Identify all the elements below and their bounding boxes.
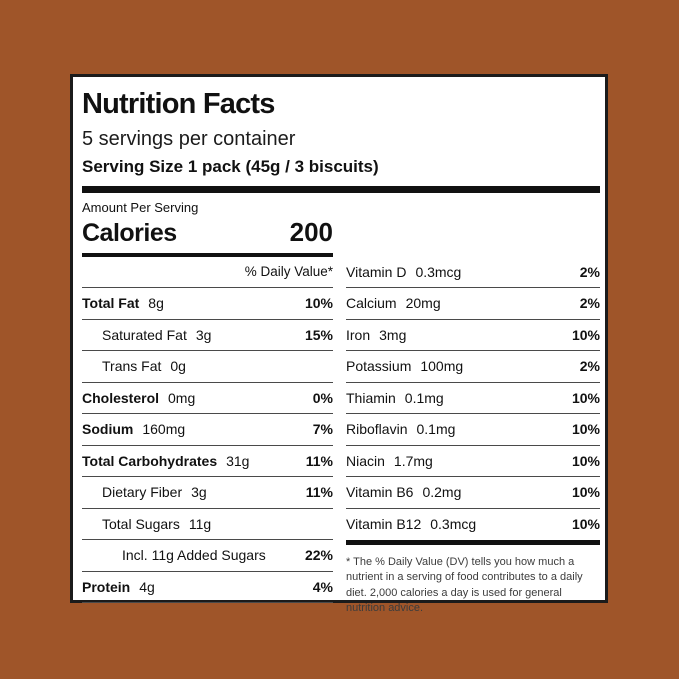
nutrient-percent: 10% bbox=[571, 389, 600, 406]
nutrient-name: Protein bbox=[82, 578, 131, 595]
nutrient-row-trans-fat: Trans Fat 0g bbox=[82, 351, 333, 383]
nutrient-percent: 11% bbox=[305, 452, 333, 469]
nutrient-row-total-fat: Total Fat 8g 10% bbox=[82, 288, 333, 320]
nutrient-percent: 0% bbox=[312, 389, 333, 406]
nutrient-amount: 31g bbox=[226, 452, 250, 469]
nutrient-name: Total Carbohydrates bbox=[82, 452, 218, 469]
nutrient-name: Saturated Fat bbox=[102, 326, 187, 343]
nutrient-amount: 160mg bbox=[142, 421, 186, 438]
nutrient-name: Potassium bbox=[346, 358, 412, 375]
nutrient-row-total-sugars: Total Sugars 11g bbox=[82, 509, 333, 541]
nutrient-name: Calcium bbox=[346, 295, 397, 312]
nutrient-amount: 0mg bbox=[168, 389, 196, 406]
amount-per-serving: Amount Per Serving bbox=[82, 199, 199, 215]
serving-size: Serving Size 1 pack (45g / 3 biscuits) bbox=[82, 156, 379, 176]
nutrients-column-left: % Daily Value* Total Fat 8g 10% Saturate… bbox=[82, 257, 333, 617]
nutrient-row-dietary-fiber: Dietary Fiber 3g 11% bbox=[82, 477, 333, 509]
nutrient-amount: 11g bbox=[188, 515, 212, 532]
nutrient-row-iron: Iron 3mg 10% bbox=[346, 320, 600, 352]
nutrient-name: Riboflavin bbox=[346, 421, 408, 438]
nutrient-percent: 2% bbox=[579, 263, 600, 280]
nutrient-name: Iron bbox=[346, 326, 371, 343]
nutrient-amount: 20mg bbox=[405, 295, 441, 312]
nutrient-percent: 10% bbox=[571, 326, 600, 343]
nutrient-row-niacin: Niacin 1.7mg 10% bbox=[346, 446, 600, 478]
nutrient-percent: 2% bbox=[579, 358, 600, 375]
nutrient-name: Sodium bbox=[82, 421, 134, 438]
nutrient-row-thiamin: Thiamin 0.1mg 10% bbox=[346, 383, 600, 415]
column-gap bbox=[333, 257, 346, 617]
nutrient-percent: 22% bbox=[304, 547, 333, 564]
nutrient-amount: 0.1mg bbox=[404, 389, 444, 406]
nutrient-name: Incl. 11g Added Sugars bbox=[122, 547, 266, 564]
calories-divider-bar bbox=[82, 252, 333, 257]
nutrients-columns: % Daily Value* Total Fat 8g 10% Saturate… bbox=[82, 257, 600, 617]
nutrient-row-protein: Protein 4g 4% bbox=[82, 572, 333, 604]
vitamins-divider-bar bbox=[346, 540, 600, 546]
nutrient-row-calcium: Calcium 20mg 2% bbox=[346, 288, 600, 320]
nutrient-percent: 10% bbox=[304, 295, 333, 312]
nutrient-percent: 15% bbox=[304, 326, 333, 343]
header-divider-bar bbox=[82, 185, 600, 193]
daily-value-footnote: * The % Daily Value (DV) tells you how m… bbox=[346, 556, 583, 615]
nutrient-name: Dietary Fiber bbox=[102, 484, 183, 501]
nutrient-name: Niacin bbox=[346, 452, 385, 469]
calories-row: Calories 200 bbox=[82, 217, 333, 248]
nutrient-amount: 8g bbox=[148, 295, 164, 312]
nutrient-amount: 0.1mg bbox=[416, 421, 456, 438]
nutrient-row-potassium: Potassium 100mg 2% bbox=[346, 351, 600, 383]
nutrient-row-vitamin-d: Vitamin D 0.3mcg 2% bbox=[346, 257, 600, 289]
nutrient-row-vitamin-b6: Vitamin B6 0.2mg 10% bbox=[346, 477, 600, 509]
nutrient-name: Total Sugars bbox=[102, 515, 180, 532]
nutrient-row-saturated-fat: Saturated Fat 3g 15% bbox=[82, 320, 333, 352]
nutrient-amount: 1.7mg bbox=[393, 452, 433, 469]
nutrient-percent: 10% bbox=[571, 484, 600, 501]
nutrient-name: Cholesterol bbox=[82, 389, 160, 406]
nutrient-amount: 0.2mg bbox=[422, 484, 462, 501]
nutrient-amount: 3mg bbox=[379, 326, 407, 343]
nutrient-amount: 0g bbox=[170, 358, 186, 375]
nutrient-row-added-sugars: Incl. 11g Added Sugars 22% bbox=[82, 540, 333, 572]
nutrient-name: Vitamin B12 bbox=[346, 516, 422, 533]
nutrient-percent: 10% bbox=[571, 421, 600, 438]
nutrient-percent: 7% bbox=[312, 421, 333, 438]
nutrient-name: Total Fat bbox=[82, 295, 140, 312]
nutrient-row-riboflavin: Riboflavin 0.1mg 10% bbox=[346, 414, 600, 446]
calories-label: Calories bbox=[82, 218, 177, 247]
nutrients-column-right: Vitamin D 0.3mcg 2% Calcium 20mg 2% Iron… bbox=[346, 257, 600, 617]
nutrient-percent: 2% bbox=[579, 295, 600, 312]
nutrient-amount: 100mg bbox=[420, 358, 464, 375]
daily-value-header: % Daily Value* bbox=[82, 257, 333, 289]
label-title: Nutrition Facts bbox=[82, 88, 275, 120]
nutrient-amount: 0.3mcg bbox=[415, 263, 462, 280]
nutrition-facts-panel: Nutrition Facts 5 servings per container… bbox=[70, 74, 608, 614]
nutrient-amount: 0.3mcg bbox=[430, 516, 477, 533]
nutrient-row-cholesterol: Cholesterol 0mg 0% bbox=[82, 383, 333, 415]
nutrient-amount: 4g bbox=[139, 578, 155, 595]
nutrient-row-vitamin-b12: Vitamin B12 0.3mcg 10% bbox=[346, 509, 600, 541]
nutrient-amount: 3g bbox=[195, 326, 212, 343]
nutrient-row-total-carbohydrates: Total Carbohydrates 31g 11% bbox=[82, 446, 333, 478]
nutrient-name: Thiamin bbox=[346, 389, 396, 406]
nutrient-percent: 4% bbox=[312, 578, 333, 595]
nutrient-amount: 3g bbox=[191, 484, 207, 501]
nutrient-name: Vitamin B6 bbox=[346, 484, 414, 501]
calories-value: 200 bbox=[289, 216, 333, 247]
nutrient-name: Vitamin D bbox=[346, 263, 407, 280]
nutrient-percent: 10% bbox=[571, 516, 600, 533]
nutrient-percent: 11% bbox=[305, 484, 333, 501]
servings-per-container: 5 servings per container bbox=[82, 127, 296, 150]
nutrient-row-sodium: Sodium 160mg 7% bbox=[82, 414, 333, 446]
nutrient-name: Trans Fat bbox=[102, 358, 162, 375]
nutrient-percent: 10% bbox=[571, 452, 600, 469]
